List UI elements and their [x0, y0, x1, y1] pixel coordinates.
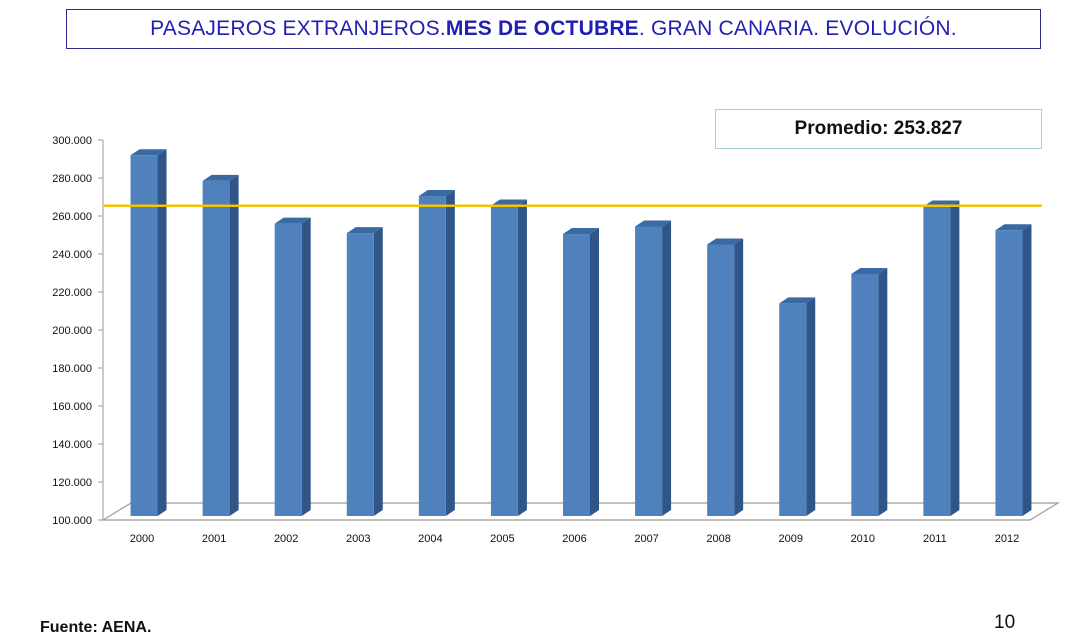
bar-top: [418, 190, 455, 197]
bar: [274, 223, 302, 516]
bar: [490, 205, 518, 517]
x-tick-label: 2005: [490, 533, 514, 545]
bar: [563, 234, 590, 517]
bar-top: [635, 220, 672, 227]
bar: [923, 206, 951, 516]
y-tick-label: 140.000: [52, 439, 92, 451]
bar-side: [878, 267, 888, 516]
bar-side: [445, 190, 455, 517]
bar: [851, 273, 879, 516]
y-tick-label: 240.000: [52, 249, 92, 261]
bar: [707, 244, 735, 516]
y-tick-label: 120.000: [52, 477, 92, 489]
bar-side: [157, 149, 167, 516]
bar-top: [563, 228, 599, 235]
bar-top: [490, 199, 527, 206]
bar: [635, 226, 663, 516]
bar-side: [1022, 224, 1032, 516]
bar: [779, 303, 807, 516]
bar-top: [707, 238, 744, 245]
bar-top: [346, 227, 383, 234]
y-tick-label: 220.000: [52, 287, 92, 299]
bar-side: [229, 174, 239, 516]
slide-title: PASAJEROS EXTRANJEROS. MES DE OCTUBRE. G…: [66, 9, 1041, 49]
title-part1: PASAJEROS EXTRANJEROS.: [150, 17, 446, 40]
bar-side: [734, 238, 744, 516]
y-tick-label: 280.000: [52, 173, 92, 185]
average-box: Promedio: 253.827: [715, 109, 1042, 149]
bar-side: [950, 200, 960, 516]
bar-top: [995, 224, 1032, 231]
bar-top: [851, 267, 888, 274]
x-tick-label: 2003: [346, 533, 370, 545]
average-label: Promedio: 253.827: [794, 118, 963, 139]
y-tick-label: 300.000: [52, 135, 92, 147]
x-tick-label: 2002: [274, 533, 298, 545]
bar-side: [301, 217, 311, 516]
page-number: 10: [994, 612, 1016, 633]
bar: [130, 155, 158, 516]
x-tick-label: 2010: [851, 533, 875, 545]
bar-side: [373, 227, 383, 516]
bar-top: [274, 217, 311, 224]
x-tick-label: 2008: [706, 533, 730, 545]
bar-side: [806, 297, 816, 516]
bar-side: [590, 228, 599, 517]
bar-top: [202, 174, 239, 181]
title-bold: MES DE OCTUBRE: [445, 17, 639, 40]
x-tick-label: 2001: [202, 533, 226, 545]
x-tick-label: 2006: [562, 533, 586, 545]
x-tick-label: 2004: [418, 533, 442, 545]
x-tick-label: 2012: [995, 533, 1019, 545]
y-tick-label: 200.000: [52, 325, 92, 337]
bar: [995, 230, 1023, 516]
bar-side: [517, 199, 527, 517]
bar: [202, 180, 230, 516]
bar-top: [779, 297, 816, 304]
y-tick-label: 100.000: [52, 515, 92, 527]
bar-top: [130, 149, 167, 156]
y-tick-label: 160.000: [52, 401, 92, 413]
x-tick-label: 2007: [634, 533, 658, 545]
x-tick-label: 2011: [923, 533, 947, 545]
bar-side: [662, 220, 672, 516]
y-tick-label: 180.000: [52, 363, 92, 375]
title-part2: . GRAN CANARIA. EVOLUCIÓN.: [638, 17, 957, 40]
x-tick-label: 2000: [130, 533, 154, 545]
bar: [346, 233, 374, 516]
y-tick-label: 260.000: [52, 211, 92, 223]
bar: [418, 196, 446, 517]
source-note: Fuente: AENA.: [40, 619, 152, 636]
x-tick-label: 2009: [778, 533, 802, 545]
